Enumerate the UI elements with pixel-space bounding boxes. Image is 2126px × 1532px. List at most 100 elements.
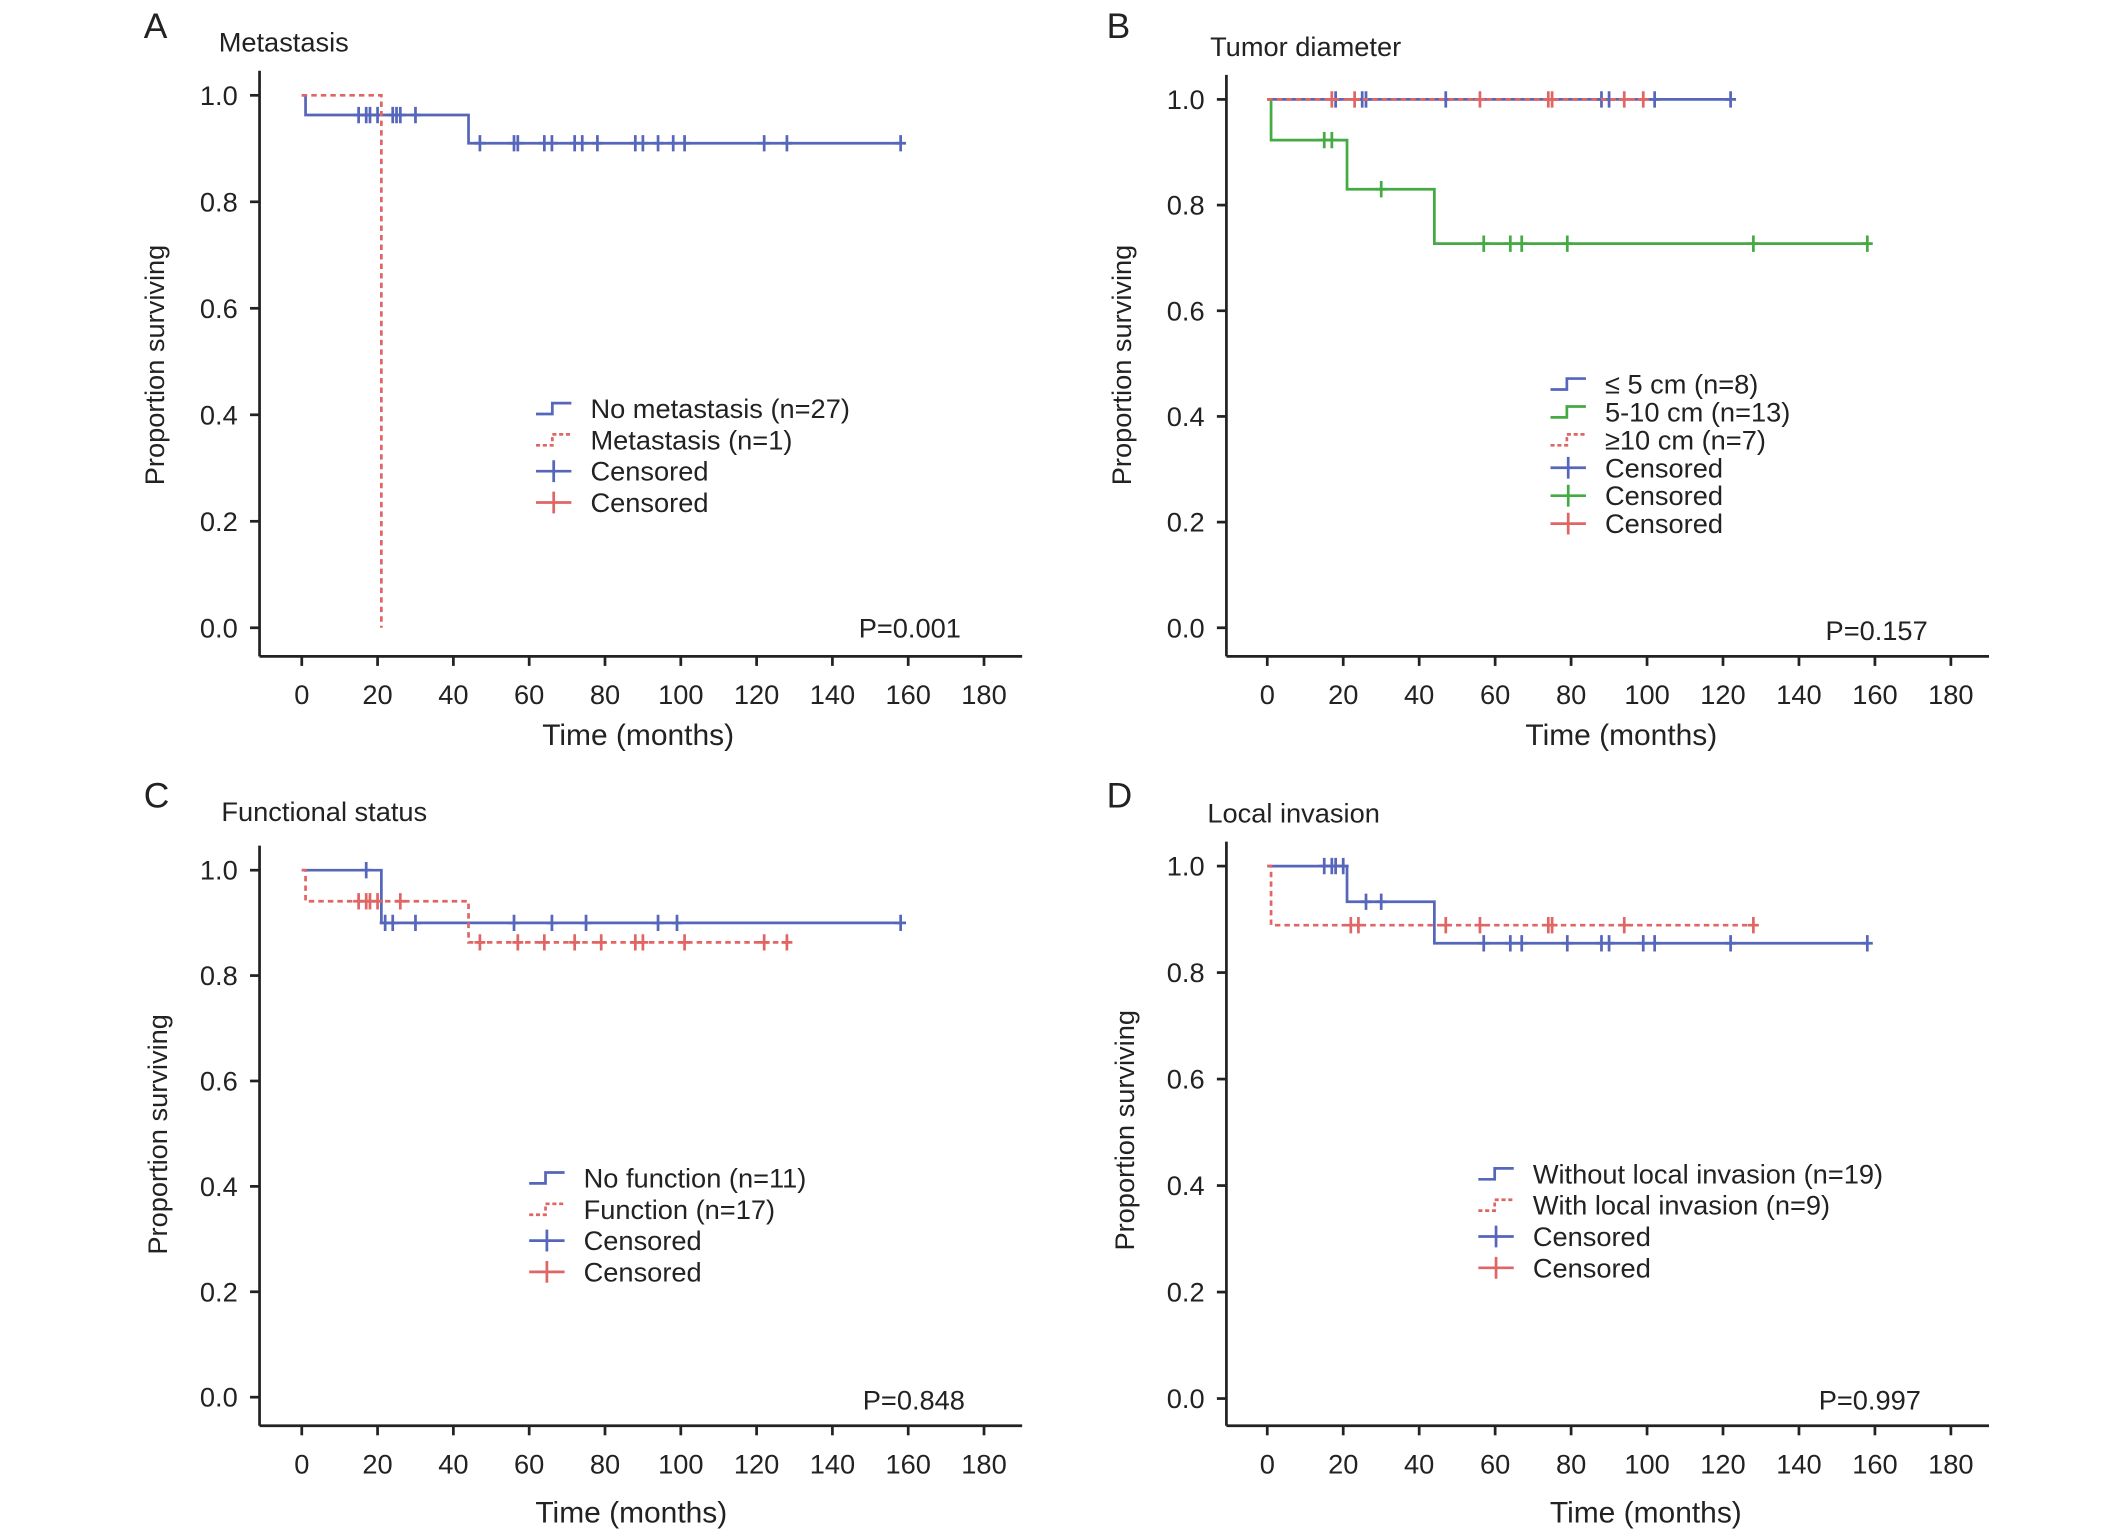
- legend-label: Censored: [584, 1225, 702, 1256]
- panel-letter: A: [144, 6, 168, 46]
- censor-mark: [1349, 91, 1361, 108]
- legend-label: Censored: [590, 487, 708, 518]
- censor-mark: [637, 934, 649, 951]
- censor-mark: [895, 914, 907, 932]
- legend-label: With local invasion (n=9): [1533, 1190, 1830, 1221]
- censor-mark: [1561, 935, 1573, 952]
- legend-line-icon: [535, 401, 572, 416]
- legend-label: Censored: [1605, 508, 1723, 539]
- censor-mark: [372, 893, 384, 910]
- legend-censor-icon: [535, 460, 572, 483]
- y-axis-label: Proportion surviving: [139, 245, 170, 486]
- y-axis-label: Proportion surviving: [142, 1014, 173, 1255]
- x-tick-label: 80: [590, 1448, 620, 1479]
- censor-mark: [410, 106, 421, 124]
- panel-title: Local invasion: [1207, 798, 1380, 829]
- p-value: P=0.997: [1819, 1384, 1921, 1415]
- x-tick-label: 60: [514, 1448, 544, 1479]
- y-tick-label: 0.2: [200, 506, 238, 537]
- x-tick-label: 20: [1328, 679, 1358, 710]
- x-tick-label: 160: [1852, 679, 1897, 710]
- x-tick-label: 160: [886, 1448, 931, 1479]
- y-tick-label: 0.8: [1167, 957, 1205, 988]
- x-tick-label: 60: [1480, 679, 1510, 710]
- x-tick-label: 140: [810, 679, 855, 710]
- censor-mark: [394, 106, 406, 124]
- censor-mark: [1375, 893, 1387, 910]
- censor-mark: [1516, 235, 1528, 252]
- censor-mark: [1337, 857, 1349, 875]
- censor-mark: [1516, 935, 1528, 952]
- censor-mark: [652, 135, 664, 152]
- y-tick-label: 0.6: [200, 1066, 238, 1097]
- x-tick-label: 40: [438, 679, 468, 710]
- censor-mark: [576, 135, 588, 152]
- legend-label: Censored: [1605, 452, 1723, 483]
- legend-censor-icon: [535, 491, 572, 514]
- censor-mark: [1747, 235, 1759, 252]
- censor-mark: [1546, 91, 1558, 108]
- legend-censor-icon: [529, 1229, 565, 1252]
- censor-mark: [1618, 91, 1630, 108]
- panel-a: A Metastasis 0.0 0.2 0.4 0.6 0.8 1.0 0 20 40 60 80 10…: [139, 6, 1023, 752]
- y-tick-label: 0.2: [1167, 1277, 1205, 1308]
- x-tick-label: 40: [1404, 679, 1434, 710]
- legend-label: 5-10 cm (n=13): [1605, 396, 1790, 427]
- censor-mark: [538, 934, 550, 951]
- legend-line-icon: [1478, 1198, 1514, 1212]
- panel-title: Metastasis: [219, 27, 349, 58]
- x-tick-label: 120: [734, 1448, 779, 1479]
- x-tick-label: 140: [1776, 679, 1821, 710]
- censor-mark: [1747, 917, 1759, 934]
- x-tick-label: 180: [1928, 1448, 1973, 1479]
- legend-label: Without local invasion (n=19): [1533, 1158, 1883, 1189]
- legend-line-icon: [529, 1171, 565, 1185]
- legend-censor-icon: [1550, 456, 1586, 479]
- legend-line-icon: [1550, 433, 1586, 447]
- legend-label: No function (n=11): [584, 1162, 807, 1193]
- censor-mark: [394, 893, 406, 910]
- x-tick-label: 100: [658, 679, 703, 710]
- x-tick-label: 180: [961, 679, 1006, 710]
- censor-mark: [546, 914, 558, 932]
- censor-mark: [758, 934, 770, 951]
- censor-mark: [1474, 91, 1486, 108]
- censor-mark: [508, 914, 520, 932]
- legend-label: Metastasis (n=1): [590, 424, 792, 455]
- y-tick-label: 0.0: [1167, 1383, 1205, 1414]
- x-tick-label: 120: [734, 679, 779, 710]
- y-tick-label: 0.0: [200, 612, 238, 643]
- y-tick-label: 0.8: [200, 960, 238, 991]
- legend-label: Censored: [590, 456, 708, 487]
- legend-label: ≥10 cm (n=7): [1605, 424, 1766, 455]
- survival-curve-0: [301, 868, 901, 925]
- censor-mark: [580, 914, 592, 932]
- legend-line-icon: [1550, 377, 1586, 391]
- legend-line-icon: [535, 433, 572, 447]
- legend-line-icon: [529, 1202, 565, 1217]
- legend-label: ≤ 5 cm (n=8): [1605, 369, 1758, 400]
- x-tick-label: 120: [1700, 679, 1745, 710]
- y-tick-label: 0.4: [200, 1171, 238, 1202]
- y-axis-label: Proportion surviving: [1106, 245, 1137, 486]
- survival-curve-1: [1267, 864, 1754, 927]
- censor-mark: [758, 135, 770, 152]
- legend-label: No metastasis (n=27): [590, 393, 849, 424]
- censor-mark: [1603, 935, 1615, 952]
- legend-censor-icon: [1478, 1256, 1514, 1279]
- x-tick-label: 160: [886, 679, 931, 710]
- censor-mark: [1861, 935, 1873, 952]
- censor-mark: [1474, 917, 1486, 934]
- x-tick-label: 140: [1776, 1448, 1821, 1479]
- censor-mark: [1546, 917, 1558, 934]
- x-tick-label: 0: [294, 679, 309, 710]
- x-tick-label: 20: [362, 1448, 392, 1479]
- panel-letter: D: [1107, 776, 1133, 816]
- censor-mark: [1618, 917, 1630, 934]
- panel-title: Tumor diameter: [1210, 31, 1401, 62]
- panel-letter: C: [144, 776, 170, 816]
- y-tick-label: 0.0: [200, 1382, 238, 1413]
- censor-mark: [474, 934, 486, 951]
- x-tick-label: 80: [1556, 679, 1586, 710]
- censor-mark: [781, 934, 793, 951]
